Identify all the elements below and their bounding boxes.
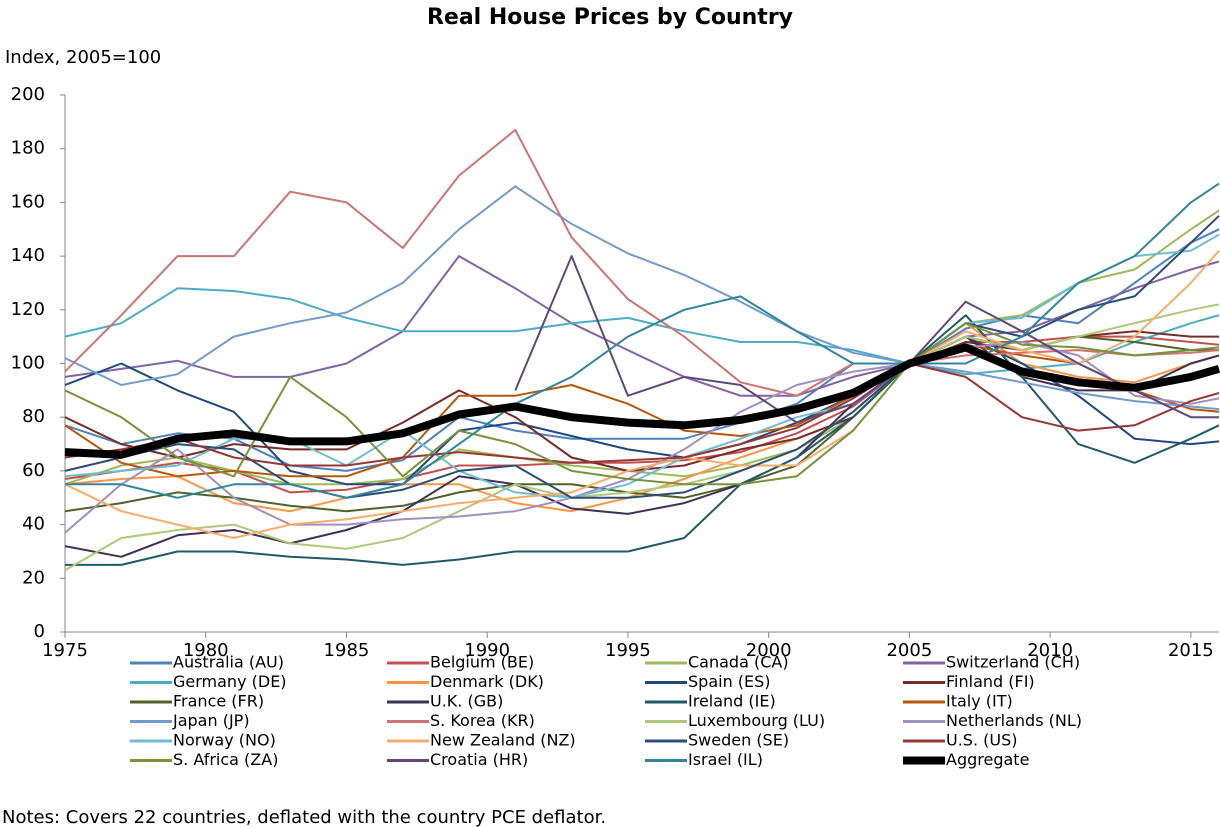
x-tick-label: 2015	[1168, 640, 1214, 661]
series-line	[64, 215, 1220, 499]
x-tick-label: 1990	[464, 640, 510, 661]
series-line	[64, 303, 1220, 572]
x-tick-label: 1985	[324, 640, 370, 661]
legend-label: Italy (IT)	[946, 692, 1013, 711]
legend-label: Canada (CA)	[688, 653, 789, 672]
legend-label: France (FR)	[173, 692, 264, 711]
legend-label: Belgium (BE)	[430, 653, 534, 672]
legend-label: Finland (FI)	[946, 672, 1035, 691]
series-line	[64, 185, 1220, 411]
legend-label: Australia (AU)	[173, 653, 284, 672]
x-tick-label: 1995	[605, 640, 651, 661]
note: Notes: Covers 22 countries, deflated wit…	[2, 807, 606, 827]
x-tick-label: 2005	[886, 640, 932, 661]
series-line	[65, 314, 1220, 566]
series-line	[64, 209, 1220, 486]
y-tick-label: 60	[22, 460, 45, 481]
legend-label: Sweden (SE)	[688, 731, 789, 750]
series-line	[64, 335, 1220, 494]
series-line	[64, 343, 1220, 459]
y-tick-label: 180	[11, 138, 45, 159]
y-tick-label: 100	[11, 353, 45, 374]
y-tick-label: 120	[11, 299, 45, 320]
y-tick-label: 140	[11, 245, 45, 266]
series-line	[64, 250, 1220, 539]
legend-label: U.S. (US)	[946, 731, 1017, 750]
x-tick-label: 1975	[42, 640, 88, 661]
legend-label: Switzerland (CH)	[946, 653, 1080, 672]
legend-label: S. Korea (KR)	[430, 711, 535, 730]
x-tick-label: 2000	[746, 640, 792, 661]
chart-title: Real House Prices by Country	[427, 5, 793, 30]
y-axis-label: Index, 2005=100	[5, 47, 161, 68]
legend-label: Israel (IL)	[688, 750, 763, 769]
series-line	[64, 343, 1220, 478]
series-line	[64, 287, 1220, 376]
legend-label: Germany (DE)	[173, 672, 287, 691]
series-line	[64, 362, 1220, 467]
y-tick-label: 80	[22, 406, 45, 427]
y-tick-label: 0	[34, 621, 45, 642]
legend-label: Croatia (HR)	[430, 750, 528, 769]
legend-label: Spain (ES)	[688, 672, 771, 691]
y-tick-label: 20	[22, 567, 45, 588]
series-line	[64, 128, 1220, 397]
series-line	[64, 228, 1220, 472]
legend-label: Japan (JP)	[172, 711, 250, 730]
legend-label: Denmark (DK)	[430, 672, 544, 691]
legend-label: Netherlands (NL)	[946, 711, 1082, 730]
y-tick-label: 160	[11, 191, 45, 212]
legend-label: U.K. (GB)	[430, 692, 503, 711]
legend-label: Aggregate	[946, 750, 1029, 769]
series-line	[64, 255, 1220, 397]
series-line	[65, 182, 1220, 499]
series-line	[64, 322, 1220, 486]
y-tick-label: 40	[22, 514, 45, 535]
series-line	[64, 335, 1220, 558]
legend-label: Ireland (IE)	[688, 692, 776, 711]
y-tick-label: 200	[11, 84, 45, 105]
legend-label: Luxembourg (LU)	[688, 711, 825, 730]
legend-label: New Zealand (NZ)	[430, 731, 576, 750]
x-tick-label: 2010	[1027, 640, 1073, 661]
legend-label: Norway (NO)	[173, 731, 276, 750]
x-tick-label: 1980	[183, 640, 229, 661]
legend-label: S. Africa (ZA)	[173, 750, 278, 769]
